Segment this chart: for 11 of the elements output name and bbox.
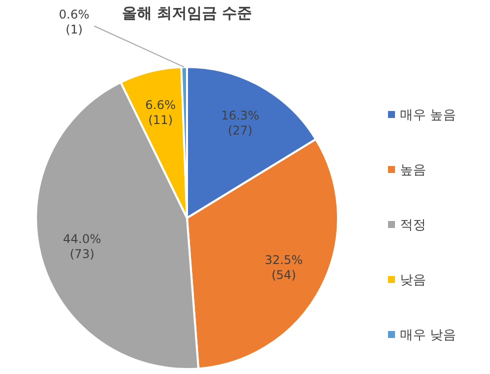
chart-title: 올해 최저임금 수준	[122, 4, 252, 22]
data-label: 6.6% (11)	[145, 98, 176, 128]
data-label: 32.5% (54)	[264, 253, 303, 282]
legend-label: 적정	[400, 218, 426, 233]
data-label: 44.0% (73)	[63, 232, 102, 261]
data-label: 0.6% (1)	[58, 8, 90, 36]
legend-label: 매우 높음	[400, 108, 456, 123]
legend-label: 높음	[400, 163, 426, 178]
legend-label: 낮음	[400, 273, 426, 288]
data-label: 16.3% (27)	[221, 108, 260, 138]
legend-label: 매우 낮음	[400, 328, 456, 343]
